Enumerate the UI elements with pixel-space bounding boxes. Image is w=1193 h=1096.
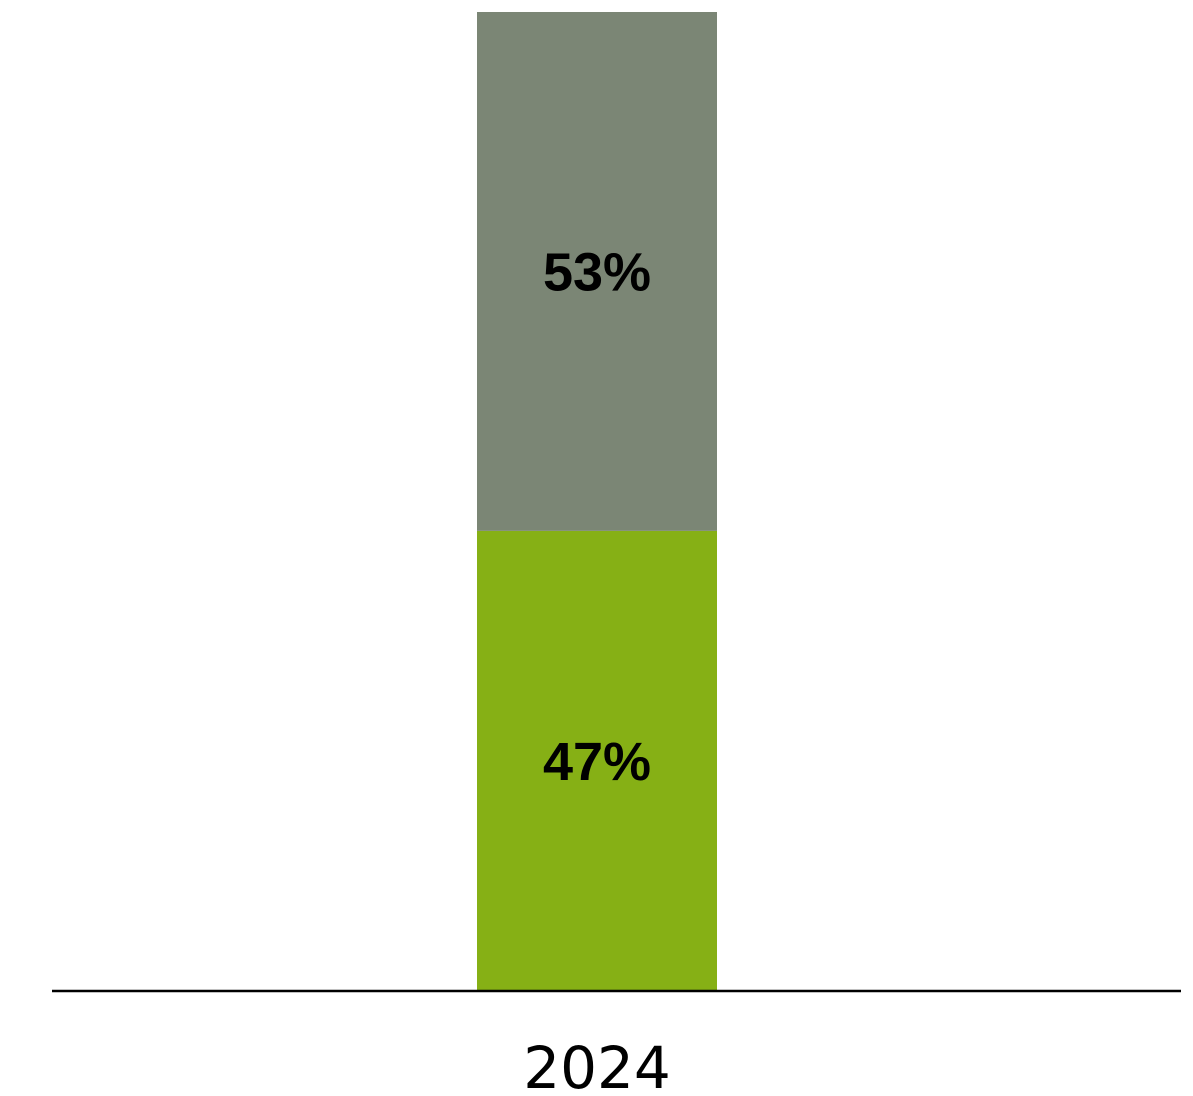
data-label-2: 53% bbox=[543, 242, 651, 302]
data-label-group: 47% 53% bbox=[543, 242, 651, 792]
data-label-1: 47% bbox=[543, 732, 651, 792]
x-tick-label: 2024 bbox=[523, 1034, 671, 1096]
bar-segment-1 bbox=[477, 530, 717, 991]
bar-group bbox=[477, 12, 717, 991]
bar-segment-2 bbox=[477, 12, 717, 531]
x-tick-group: 2024 bbox=[523, 1034, 671, 1096]
